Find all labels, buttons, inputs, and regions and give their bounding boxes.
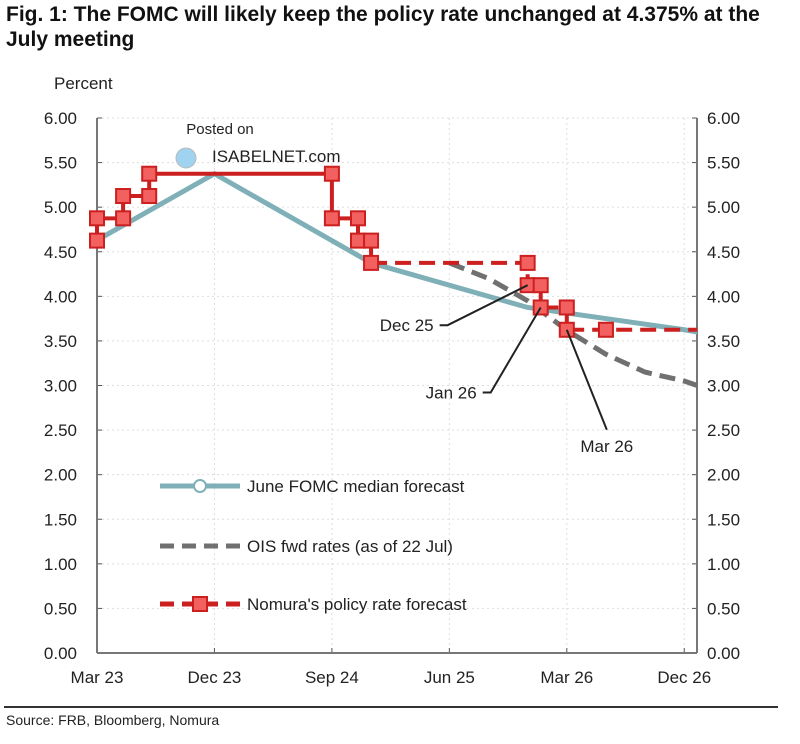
y-tick-label-right: 0.50 [707,599,740,618]
legend-marker [192,596,208,612]
y-tick-label-left: 6.00 [44,109,77,128]
series-marker-nomura [350,232,366,249]
y-axis-label: Percent [54,74,113,93]
divider [4,706,778,708]
source-note: Source: FRB, Bloomberg, Nomura [6,712,220,728]
annotation-label: Jan 26 [426,383,477,402]
y-tick-label-right: 5.00 [707,198,740,217]
y-tick-label-left: 3.50 [44,332,77,351]
series-marker-nomura [558,299,575,316]
series-marker-nomura [115,188,132,205]
series-marker-nomura [323,210,340,227]
y-tick-label-right: 1.50 [707,510,740,529]
y-tick-label-left: 1.00 [44,555,77,574]
x-tick-label: Dec 23 [188,668,242,687]
series-marker-nomura [141,165,158,182]
series-marker-nomura [363,232,380,249]
y-tick-label-left: 4.00 [44,287,77,306]
series-marker-nomura [519,254,536,271]
series-marker-nomura [141,188,158,205]
annotation-leader [439,284,529,327]
legend-marker [193,479,207,493]
y-tick-label-right: 3.00 [707,377,740,396]
y-tick-label-right: 6.00 [707,109,740,128]
watermark-text: ISABELNET.com [212,147,341,166]
series-marker-nomura [597,321,614,338]
y-tick-label-left: 2.00 [44,466,77,485]
series-line-fomc-median [95,170,698,335]
y-tick-label-right: 4.00 [707,287,740,306]
y-tick-label-right: 2.00 [707,466,740,485]
series-marker-nomura [350,210,366,227]
y-tick-label-left: 0.50 [44,599,77,618]
annotation-leader [565,329,608,431]
y-tick-label-right: 0.00 [707,644,740,663]
x-tick-label: Sep 24 [305,668,359,687]
annotation-label: Mar 26 [580,437,633,456]
legend-label: June FOMC median forecast [247,477,465,496]
x-tick-label: Mar 23 [71,668,124,687]
y-tick-label-right: 3.50 [707,332,740,351]
series-marker-nomura [115,210,132,227]
y-tick-label-left: 5.00 [44,198,77,217]
series-marker-nomura [363,254,380,271]
y-tick-label-left: 0.00 [44,644,77,663]
y-tick-label-left: 1.50 [44,510,77,529]
watermark-logo-icon [175,147,197,169]
y-tick-label-right: 4.50 [707,243,740,262]
y-tick-label-left: 5.50 [44,154,77,173]
series-marker-nomura [89,232,105,249]
series-line-ois-fwd [448,260,699,388]
annotation-leader [482,306,542,394]
y-tick-label-left: 3.00 [44,377,77,396]
series-marker-nomura [532,277,549,294]
y-tick-label-right: 2.50 [707,421,740,440]
legend-label: Nomura's policy rate forecast [247,595,467,614]
y-tick-label-right: 1.00 [707,555,740,574]
legend-label: OIS fwd rates (as of 22 Jul) [247,537,453,556]
chart-title: Fig. 1: The FOMC will likely keep the po… [6,3,760,51]
x-tick-label: Jun 25 [424,668,475,687]
series-line-nomura-dashed [371,260,698,332]
series-marker-nomura [323,165,340,182]
x-tick-label: Dec 26 [657,668,711,687]
watermark-text: Posted on [186,121,254,138]
x-tick-label: Mar 26 [540,668,593,687]
y-tick-label-left: 4.50 [44,243,77,262]
series-marker-nomura [89,210,105,227]
y-tick-label-left: 2.50 [44,421,77,440]
annotation-label: Dec 25 [380,316,434,335]
y-tick-label-right: 5.50 [707,154,740,173]
